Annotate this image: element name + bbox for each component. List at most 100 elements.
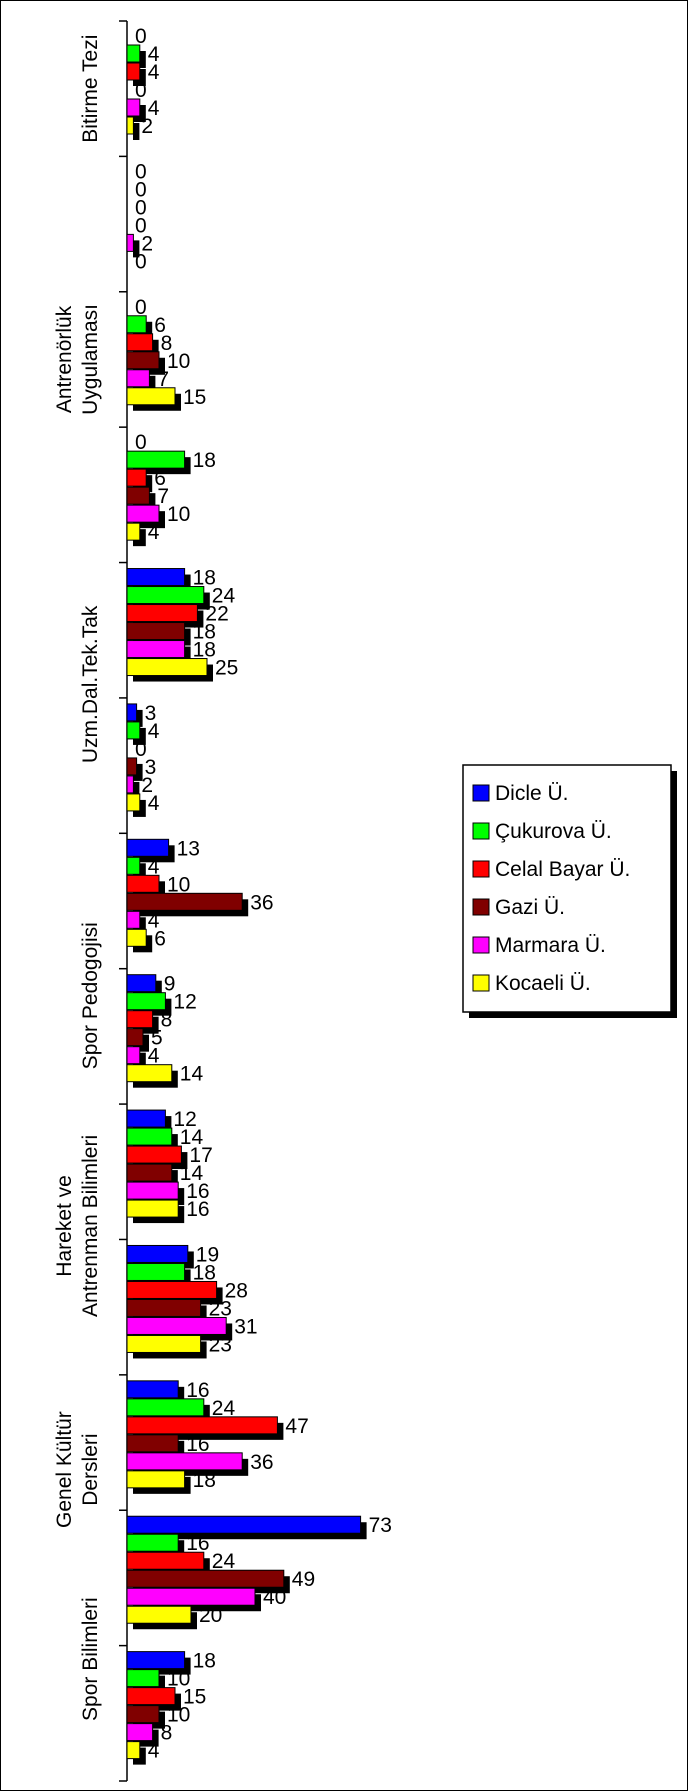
bar-8-3 xyxy=(126,1010,154,1029)
bar-12-1 xyxy=(126,1515,362,1534)
data-label: 3 xyxy=(145,702,157,725)
bar-6-1 xyxy=(126,703,138,722)
bar-5-5 xyxy=(126,640,186,659)
data-label: 3 xyxy=(145,756,157,779)
data-label: 10 xyxy=(167,1704,190,1727)
data-label: 13 xyxy=(177,837,200,860)
bar-11-3 xyxy=(126,1416,278,1435)
bar-shadow xyxy=(133,240,140,258)
data-label: 18 xyxy=(193,639,216,662)
bar-13-6 xyxy=(126,1741,141,1760)
data-label: 23 xyxy=(209,1333,232,1356)
category-label: Uzm.Dal.Tek.Tak xyxy=(79,605,102,763)
bar-7-2 xyxy=(126,856,141,875)
data-label: 4 xyxy=(148,97,160,120)
data-label: 24 xyxy=(212,1397,236,1420)
data-label: 16 xyxy=(186,1433,209,1456)
legend-entry: Marmara Ü. xyxy=(495,934,606,957)
data-label: 49 xyxy=(292,1568,315,1591)
bar-10-3 xyxy=(126,1280,218,1299)
data-label: 22 xyxy=(205,603,228,626)
legend-swatch xyxy=(472,936,490,954)
bar-2-5 xyxy=(126,233,134,252)
category-label-line: Antrenman Bilimleri xyxy=(79,1135,102,1317)
data-label: 8 xyxy=(161,1009,173,1032)
data-label: 10 xyxy=(167,1668,190,1691)
bar-9-1 xyxy=(126,1109,166,1128)
data-label: 18 xyxy=(193,621,216,644)
data-label: 16 xyxy=(186,1532,209,1555)
data-label: 4 xyxy=(148,909,160,932)
data-label: 12 xyxy=(173,991,196,1014)
bar-7-5 xyxy=(126,910,141,929)
bar-9-6 xyxy=(126,1199,179,1218)
data-label: 24 xyxy=(212,585,236,608)
bar-3-5 xyxy=(126,369,150,388)
bar-7-6 xyxy=(126,928,147,947)
bar-1-6 xyxy=(126,116,134,135)
category-label: Hareket ve Antrenman Bilimleri xyxy=(53,1135,102,1317)
data-label: 16 xyxy=(186,1180,209,1203)
bar-8-2 xyxy=(126,992,166,1011)
bar-8-6 xyxy=(126,1064,173,1083)
data-label: 6 xyxy=(154,314,166,337)
data-label: 10 xyxy=(167,503,190,526)
data-label: 24 xyxy=(212,1550,236,1573)
legend-swatch xyxy=(472,974,490,992)
data-label: 6 xyxy=(154,927,166,950)
data-label: 0 xyxy=(135,431,147,454)
data-label: 4 xyxy=(148,792,160,815)
bar-10-4 xyxy=(126,1298,202,1317)
category-label-line: Bitirme Tezi xyxy=(79,35,102,143)
bar-1-2 xyxy=(126,44,141,63)
data-label: 4 xyxy=(148,61,160,84)
bar-11-6 xyxy=(126,1470,186,1489)
data-label: 8 xyxy=(161,332,173,355)
bar-5-2 xyxy=(126,586,205,605)
data-label: 18 xyxy=(193,449,216,472)
data-label: 10 xyxy=(167,873,190,896)
bar-3-4 xyxy=(126,351,160,370)
data-label: 73 xyxy=(369,1514,392,1537)
data-label: 0 xyxy=(135,214,147,237)
category-label: Spor Pedogojisi xyxy=(79,922,102,1069)
bar-5-3 xyxy=(126,604,198,623)
data-label: 18 xyxy=(193,1261,216,1284)
bar-4-2 xyxy=(126,450,186,469)
legend-swatch xyxy=(472,898,490,916)
data-label: 15 xyxy=(183,386,206,409)
bar-shadow xyxy=(133,781,140,799)
legend-entry: Celal Bayar Ü. xyxy=(495,858,630,881)
bar-9-2 xyxy=(126,1127,173,1146)
data-label: 0 xyxy=(135,178,147,201)
category-label-line: Hareket ve xyxy=(53,1175,76,1277)
data-label: 0 xyxy=(135,79,147,102)
bar-6-4 xyxy=(126,757,138,776)
bar-13-2 xyxy=(126,1669,160,1688)
data-label: 19 xyxy=(196,1243,219,1266)
data-label: 4 xyxy=(148,1740,160,1763)
data-label: 7 xyxy=(157,368,169,391)
data-label: 0 xyxy=(135,196,147,219)
bar-13-4 xyxy=(126,1705,160,1724)
data-label: 2 xyxy=(141,115,153,138)
data-label: 4 xyxy=(148,521,160,544)
bar-13-5 xyxy=(126,1723,154,1742)
bar-12-6 xyxy=(126,1605,192,1624)
data-label: 40 xyxy=(263,1586,286,1609)
bar-7-4 xyxy=(126,892,243,911)
bar-11-5 xyxy=(126,1452,243,1471)
legend xyxy=(462,764,672,1013)
data-label: 2 xyxy=(141,232,153,255)
legend-entry: Çukurova Ü. xyxy=(495,820,612,843)
data-label: 18 xyxy=(193,1469,216,1492)
legend-entry: Dicle Ü. xyxy=(495,782,569,805)
bar-7-1 xyxy=(126,838,170,857)
data-label: 15 xyxy=(183,1686,206,1709)
data-label: 0 xyxy=(135,296,147,319)
data-label: 18 xyxy=(193,1650,216,1673)
bar-4-3 xyxy=(126,468,147,487)
data-label: 8 xyxy=(161,1722,173,1745)
bar-9-5 xyxy=(126,1181,179,1200)
bar-11-1 xyxy=(126,1380,179,1399)
